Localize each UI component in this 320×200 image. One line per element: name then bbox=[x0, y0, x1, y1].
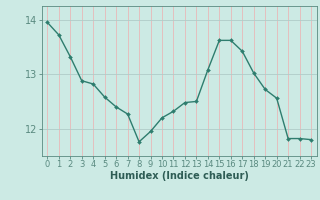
X-axis label: Humidex (Indice chaleur): Humidex (Indice chaleur) bbox=[110, 171, 249, 181]
